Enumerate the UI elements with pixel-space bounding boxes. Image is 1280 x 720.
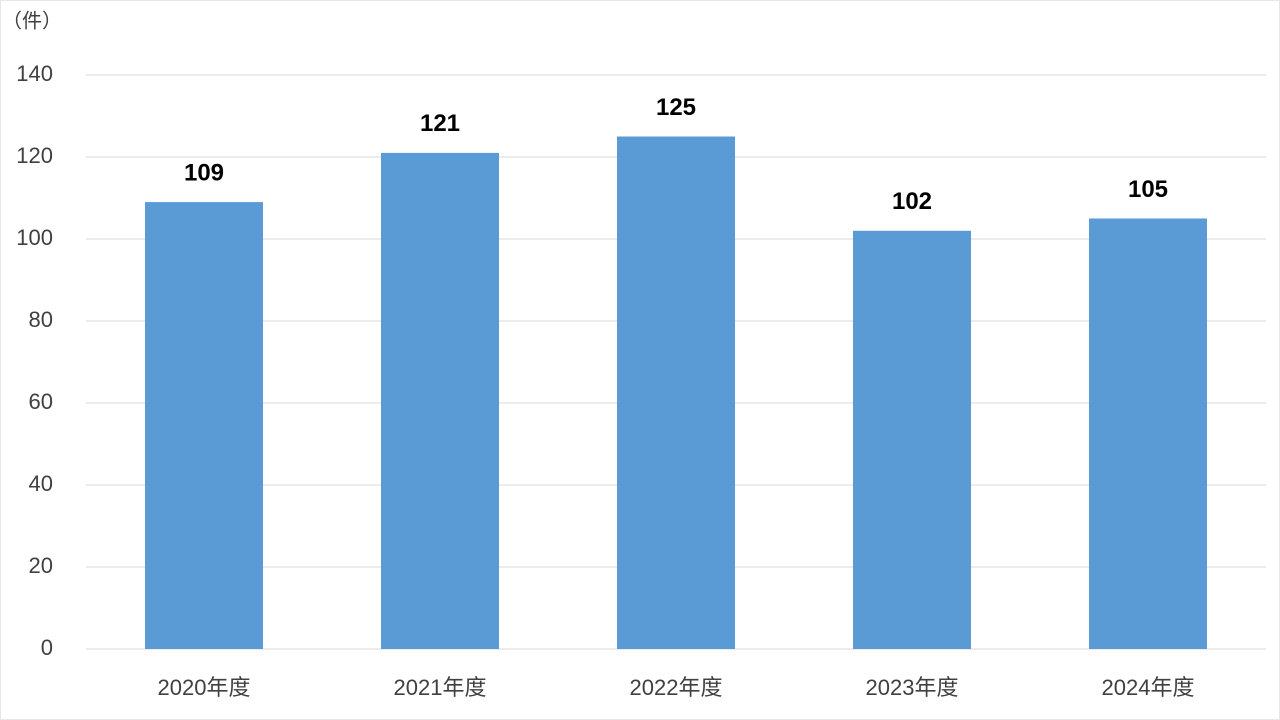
- bar: [617, 136, 735, 649]
- value-label: 121: [420, 110, 460, 137]
- x-tick-label: 2021年度: [394, 675, 487, 700]
- bar: [853, 230, 971, 650]
- y-tick-label: 80: [29, 307, 53, 332]
- x-tick-label: 2020年度: [158, 675, 251, 700]
- y-tick-label: 120: [16, 143, 53, 168]
- y-tick-label: 60: [29, 389, 53, 414]
- x-tick-label: 2024年度: [1102, 675, 1195, 700]
- y-tick-label: 140: [16, 61, 53, 86]
- value-label: 125: [656, 94, 696, 121]
- value-label: 105: [1128, 176, 1168, 203]
- bar: [381, 152, 499, 649]
- y-tick-label: 0: [41, 635, 53, 660]
- y-tick-label: 100: [16, 225, 53, 250]
- y-axis-label: （件）: [2, 9, 62, 32]
- value-label: 102: [892, 188, 932, 215]
- y-tick-label: 20: [29, 553, 53, 578]
- x-tick-label: 2023年度: [866, 675, 959, 700]
- x-tick-label: 2022年度: [630, 675, 723, 700]
- value-label: 109: [184, 159, 224, 186]
- y-tick-label: 40: [29, 471, 53, 496]
- bar: [1089, 218, 1207, 649]
- bar: [145, 202, 263, 649]
